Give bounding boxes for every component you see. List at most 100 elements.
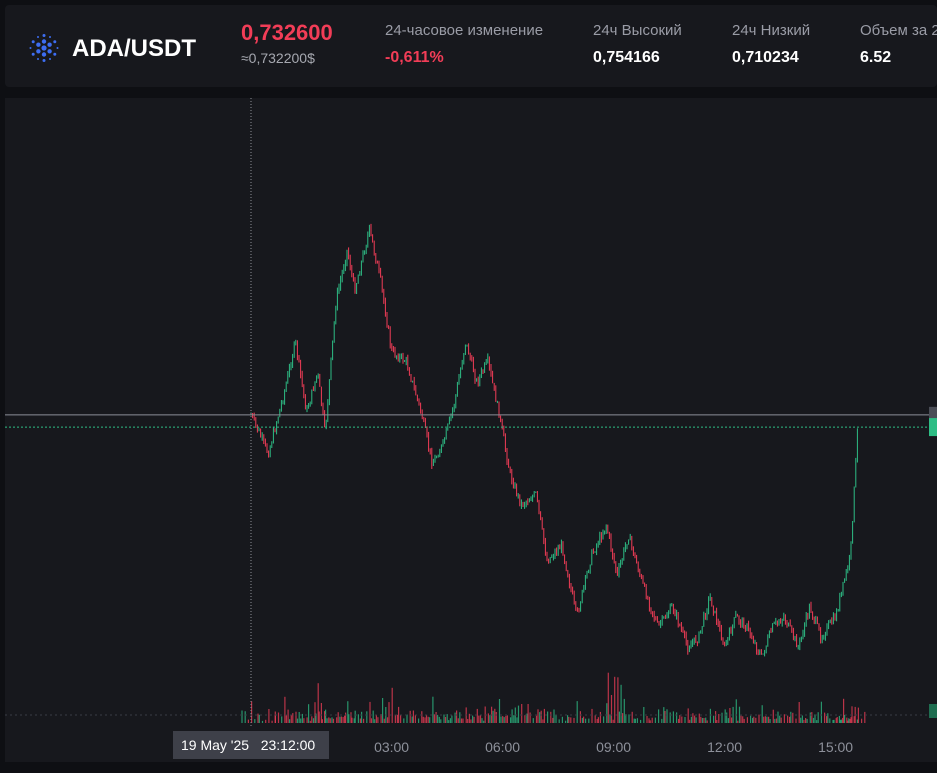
volume-bar [372, 710, 374, 723]
volume-bar [325, 709, 327, 723]
volume-bar [570, 717, 572, 723]
volume-bar [337, 712, 339, 723]
volume-bar [363, 718, 365, 723]
volume-bar [414, 715, 416, 723]
volume-bar [314, 702, 316, 723]
volume-bar [695, 717, 697, 723]
volume-bar [478, 715, 480, 723]
volume-bar [721, 712, 723, 723]
volume-bar [573, 717, 575, 723]
volume-bar [503, 717, 505, 723]
volume-bar [332, 718, 335, 723]
volume-bar [681, 716, 683, 723]
price-chart-panel[interactable]: 03:00 06:00 09:00 12:00 15:00 19 May '25 23:… [5, 98, 937, 762]
volume-bar [743, 718, 745, 723]
time-tick-label: 03:00 [374, 739, 409, 755]
volume-bar [628, 714, 630, 723]
cardano-icon [29, 34, 59, 62]
volume-bar [448, 720, 450, 723]
volume-bar [422, 716, 424, 723]
volume-bar [468, 713, 470, 723]
volume-bar [295, 711, 297, 723]
volume-bar [315, 713, 317, 723]
volume-bar [606, 703, 608, 723]
volume-bar [425, 714, 428, 723]
volume-bar [296, 718, 299, 723]
volume-bar [738, 706, 741, 723]
volume-bar [838, 715, 840, 723]
volume-bar [344, 715, 346, 723]
volume-bar [435, 712, 437, 723]
volume-bar [517, 705, 520, 723]
volume-bar [789, 716, 791, 723]
volume-bar [827, 713, 829, 723]
crosshair-time-label: 19 May '25 23:12:00 [181, 737, 315, 753]
volume-bar [812, 717, 815, 723]
volume-bar [268, 709, 270, 723]
price-chart[interactable]: 03:00 06:00 09:00 12:00 15:00 19 May '25 23:… [5, 98, 937, 762]
volume-bar [634, 718, 636, 723]
volume-bar [576, 701, 578, 723]
volume-bar [460, 718, 463, 723]
volume-bar [758, 714, 760, 723]
volume-bar [473, 716, 475, 723]
volume-bar [833, 719, 835, 723]
volume-bar [331, 717, 333, 723]
volume-bar [649, 720, 651, 723]
volume-bar [849, 719, 851, 723]
volume-bar [483, 720, 485, 723]
volume-bar [277, 712, 280, 723]
volume-bar [513, 715, 515, 723]
last-price-marker [929, 418, 937, 437]
volume-bar [705, 717, 707, 723]
volume-bar [846, 717, 848, 723]
volume-bar [700, 716, 702, 723]
volume-bar [312, 718, 315, 723]
volume-bar [351, 717, 353, 723]
volume-bar [409, 710, 411, 723]
volume-bar [801, 715, 803, 723]
volume-bar [369, 701, 371, 723]
volume-bar [703, 718, 705, 723]
volume-bar [328, 717, 330, 723]
volume-bar [612, 719, 614, 723]
volume-bar [394, 714, 396, 723]
volume-bar [826, 716, 828, 723]
volume-bar [839, 719, 841, 723]
volume-bar [380, 714, 382, 723]
volume-bar [581, 717, 583, 723]
volume-bar [715, 711, 717, 723]
volume-bar [516, 717, 518, 723]
volume-bar [433, 714, 435, 723]
volume-bar [816, 720, 818, 723]
volume-bar [795, 718, 797, 723]
volume-bar [666, 709, 668, 723]
volume-bar [251, 701, 253, 723]
stat-24h-volume: Объем за 2 6.52 [860, 22, 937, 67]
volume-bar [864, 711, 866, 723]
volume-bar [811, 712, 813, 723]
volume-bar [511, 709, 513, 723]
volume-bar [298, 712, 300, 723]
volume-bar [348, 714, 350, 723]
volume-bar [292, 713, 294, 723]
volume-bar [383, 718, 385, 723]
volume-bar [258, 714, 260, 723]
volume-bar [444, 716, 447, 723]
volume-bar [502, 716, 504, 723]
volume-bar [764, 716, 766, 723]
volume-bar [374, 719, 376, 723]
volume-bar [375, 715, 377, 723]
volume-bar [790, 711, 792, 723]
volume-bar [386, 717, 389, 723]
volume-bar [555, 715, 557, 723]
volume-bar [306, 717, 308, 723]
volume-bar [361, 711, 363, 723]
volume-bar [763, 716, 765, 723]
volume-bar [567, 715, 569, 723]
volume-bar [265, 719, 267, 723]
volume-bar [537, 709, 539, 723]
volume-bar [588, 718, 590, 723]
volume-bar [678, 718, 680, 723]
volume-bar [326, 718, 328, 723]
